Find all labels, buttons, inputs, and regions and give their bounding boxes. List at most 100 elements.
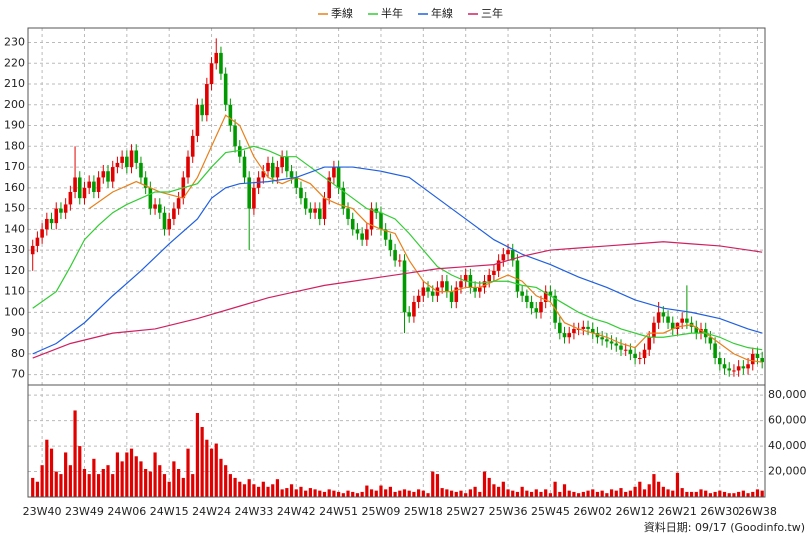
volume-bar	[228, 474, 232, 497]
volume-bar	[464, 493, 468, 497]
candle-body	[496, 260, 501, 271]
volume-bar	[459, 490, 463, 497]
volume-bar	[299, 486, 303, 497]
volume-bar	[708, 493, 713, 497]
candle-body	[694, 326, 699, 334]
volume-bar	[384, 489, 388, 497]
candle-body	[713, 343, 717, 359]
volume-bar	[412, 491, 416, 497]
volume-bar	[529, 491, 534, 497]
volume-bar	[120, 461, 124, 497]
candle-body	[430, 291, 435, 296]
candle-body	[605, 339, 609, 342]
candle-body	[237, 146, 242, 157]
x-tick-label: 25W09	[362, 505, 401, 518]
volume-bar	[482, 471, 487, 497]
y-tick-label: 160	[4, 181, 25, 194]
x-tick-label: 25W18	[404, 505, 443, 518]
candle-body	[675, 322, 680, 329]
volume-bar	[619, 488, 623, 497]
candle-body	[388, 239, 393, 251]
volume-bar	[704, 490, 708, 497]
volume-bar	[600, 490, 604, 497]
volume-bar	[732, 493, 736, 497]
volume-bar	[346, 490, 350, 497]
candle-body	[341, 187, 346, 209]
y-tick-label: 70	[11, 368, 25, 381]
candle-body	[87, 181, 91, 188]
volume-bar	[435, 474, 440, 497]
volume-bar	[426, 493, 430, 497]
candle-body	[176, 198, 181, 209]
candle-body	[369, 208, 374, 230]
candle-body	[449, 291, 454, 302]
y-tick-label: 100	[4, 305, 25, 318]
candle-body	[350, 218, 355, 230]
y-tick-label: 210	[4, 77, 25, 90]
volume-bar	[567, 490, 571, 497]
candle-body	[412, 301, 416, 317]
candle-body	[129, 150, 134, 168]
candle-body	[628, 349, 633, 354]
candle-body	[534, 308, 539, 313]
candle-body	[619, 345, 623, 350]
volume-bar	[144, 469, 148, 497]
candle-body	[96, 177, 101, 192]
volume-bar	[553, 481, 557, 497]
candle-body	[214, 52, 219, 64]
volume-bar	[129, 448, 134, 497]
volume-bar	[652, 474, 656, 497]
volume-bar	[294, 489, 298, 497]
volume-bar	[544, 489, 548, 497]
candle-body	[162, 212, 167, 230]
volume-bar	[642, 489, 647, 497]
candle-body	[736, 366, 741, 371]
volume-bar	[266, 486, 270, 497]
y-tick-label: 120	[4, 264, 25, 277]
candle-body	[661, 312, 666, 317]
candle-body	[614, 343, 619, 346]
candle-body	[529, 301, 534, 309]
candle-body	[317, 208, 322, 219]
candle-body	[421, 287, 426, 296]
candle-body	[760, 358, 764, 363]
y2-tick-label: 40,000	[768, 439, 807, 452]
candle-body	[110, 167, 115, 182]
candle-body	[30, 245, 35, 255]
candle-body	[722, 364, 727, 369]
candle-body	[459, 281, 463, 288]
candle-body	[454, 287, 459, 302]
y-tick-label: 150	[4, 202, 25, 215]
candle-body	[718, 358, 722, 365]
x-tick-label: 26W30	[700, 505, 739, 518]
candle-body	[120, 156, 124, 163]
volume-bar	[685, 491, 689, 497]
volume-bar	[341, 493, 345, 497]
volume-bar	[59, 474, 63, 497]
y-tick-label: 110	[4, 285, 25, 298]
candle-body	[186, 156, 190, 178]
volume-bar	[40, 465, 44, 497]
volume-bar	[209, 448, 214, 497]
volume-bar	[614, 490, 618, 497]
volume-bar	[257, 486, 261, 497]
volume-bar	[675, 472, 680, 497]
volume-bar	[515, 491, 520, 497]
candle-body	[209, 63, 214, 85]
volume-bar	[647, 484, 651, 497]
volume-bar	[581, 491, 585, 497]
volume-bar	[572, 491, 576, 497]
volume-bar	[172, 461, 176, 497]
candle-body	[223, 73, 228, 105]
volume-bar	[492, 484, 496, 497]
candle-body	[482, 281, 487, 288]
volume-bar	[134, 456, 138, 497]
y-tick-label: 130	[4, 243, 25, 256]
candle-body	[280, 156, 284, 168]
candle-body	[539, 301, 543, 313]
volume-bar	[534, 489, 538, 497]
volume-bar	[624, 491, 628, 497]
candle-body	[54, 208, 59, 224]
volume-bar	[661, 486, 665, 497]
volume-bar	[689, 491, 694, 497]
